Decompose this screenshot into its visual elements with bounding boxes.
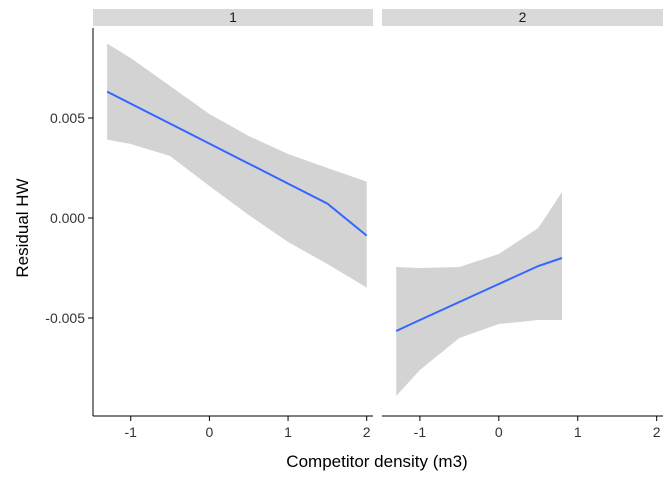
facet-strip-label: 1 [229, 9, 237, 25]
y-tick-label: 0.005 [50, 110, 85, 126]
facet-strip [93, 9, 373, 26]
y-axis: 0.005 0.000 -0.005 [45, 28, 94, 416]
x-axis-label: Competitor density (m3) [286, 452, 467, 471]
trend-line [106, 90, 368, 237]
x-tick-label: 0 [206, 424, 214, 440]
facet-strip-label: 2 [519, 9, 527, 25]
facet-panels: 1 -1 0 1 2 2 -1 0 1 2 [93, 9, 663, 440]
x-tick-label: 2 [653, 424, 661, 440]
x-tick-label: 1 [574, 424, 582, 440]
trend-line [395, 257, 563, 332]
x-tick-label: 2 [363, 424, 371, 440]
y-axis-label: Residual HW [13, 178, 32, 277]
x-tick-label: 0 [495, 424, 503, 440]
x-tick-label: -1 [414, 424, 427, 440]
facet-strip [382, 9, 663, 26]
x-tick-label: 1 [284, 424, 292, 440]
y-tick-label: -0.005 [45, 310, 85, 326]
facet-panel-1: 1 -1 0 1 2 [93, 9, 373, 440]
x-tick-label: -1 [125, 424, 138, 440]
y-tick-label: 0.000 [50, 210, 85, 226]
facet-panel-2: 2 -1 0 1 2 [382, 9, 663, 440]
confidence-ribbon [107, 43, 367, 288]
